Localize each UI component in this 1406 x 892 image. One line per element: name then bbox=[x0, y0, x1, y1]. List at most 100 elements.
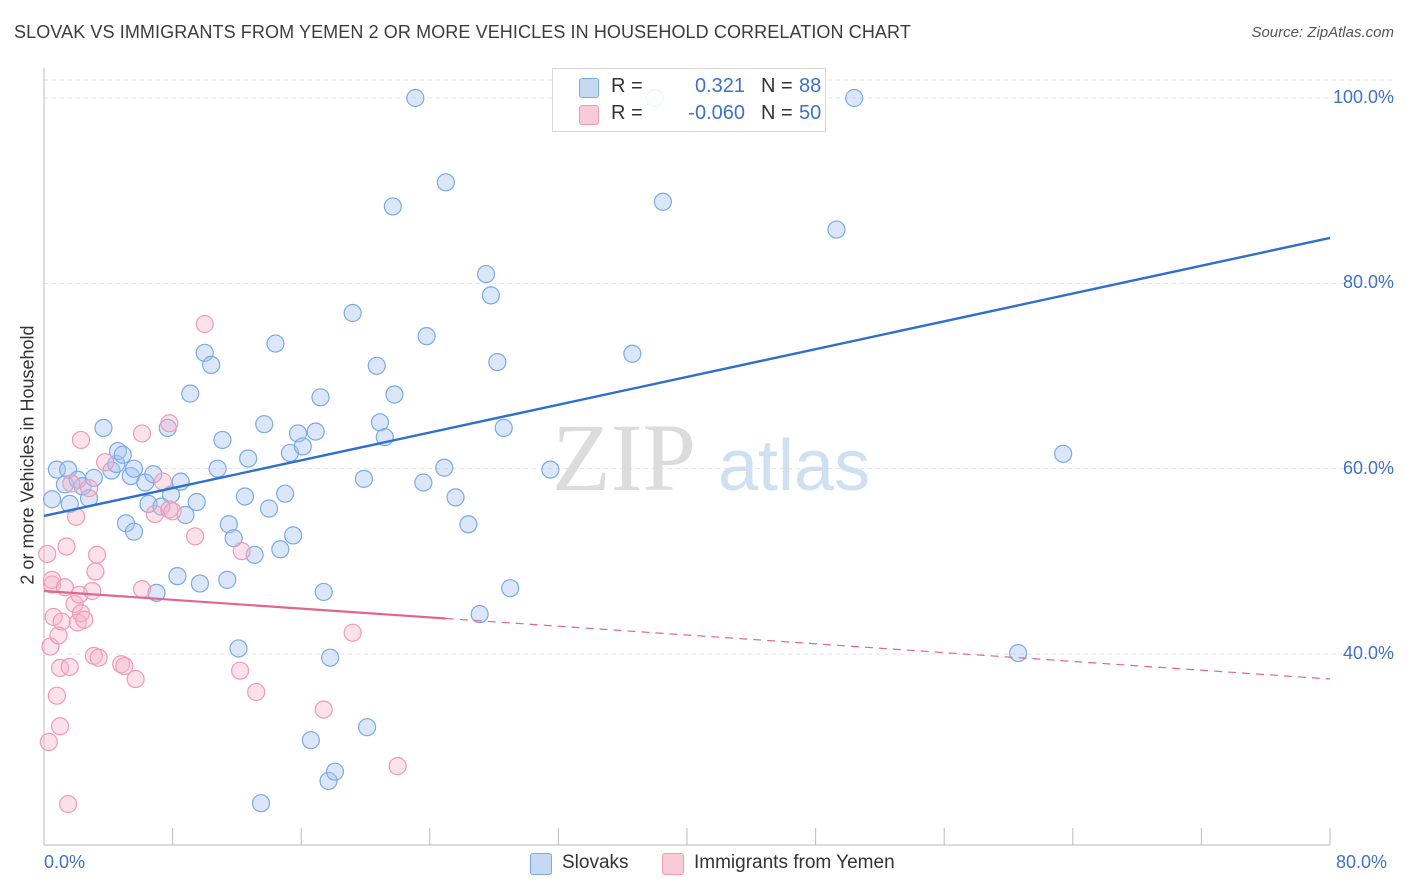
slovak-point bbox=[208, 459, 227, 478]
slovak-point bbox=[107, 454, 126, 474]
yemen-point bbox=[79, 479, 99, 498]
y-tick-label: 80.0% bbox=[1342, 272, 1394, 293]
legend-r-value: 0.321 bbox=[694, 75, 745, 97]
yemen-point bbox=[83, 581, 102, 601]
slovak-point bbox=[358, 718, 377, 737]
slovak-point bbox=[494, 418, 513, 437]
slovak-point bbox=[271, 540, 290, 559]
legend-label-yemen: Immigrants from Yemen bbox=[694, 852, 895, 873]
legend-swatch-yemen bbox=[662, 853, 684, 875]
slovak-point bbox=[1009, 643, 1028, 663]
legend-r-value: -0.060 bbox=[688, 102, 745, 124]
slovak-point bbox=[1054, 444, 1073, 463]
slovak-point bbox=[435, 458, 454, 477]
slovak-point bbox=[501, 579, 520, 598]
y-axis-title: 2 or more Vehicles in Household bbox=[17, 325, 38, 585]
source-label: Source: ZipAtlas.com bbox=[1251, 24, 1394, 41]
slovak-point bbox=[301, 731, 320, 750]
slovak-point bbox=[436, 173, 455, 192]
slovak-point bbox=[653, 192, 672, 211]
slovak-point bbox=[311, 388, 330, 407]
slovak-point bbox=[325, 762, 345, 781]
slovak-point bbox=[354, 469, 373, 488]
yemen-point bbox=[95, 453, 115, 472]
slovak-point bbox=[414, 473, 433, 492]
yemen-point bbox=[163, 502, 182, 521]
slovak-point bbox=[284, 526, 303, 545]
yemen-point bbox=[65, 594, 84, 614]
yemen-point bbox=[39, 732, 58, 752]
slovak-point bbox=[446, 488, 465, 507]
chart-title: SLOVAK VS IMMIGRANTS FROM YEMEN 2 OR MOR… bbox=[14, 22, 911, 42]
slovak-point bbox=[476, 264, 496, 284]
legend-r-label: R = bbox=[611, 102, 643, 124]
slovak-point bbox=[321, 648, 340, 667]
yemen-point bbox=[132, 424, 152, 443]
data-points bbox=[38, 88, 1073, 814]
legend-swatch-slovaks bbox=[530, 853, 552, 875]
slovak-point bbox=[541, 460, 560, 479]
yemen-point bbox=[145, 504, 165, 524]
slovak-point bbox=[94, 418, 113, 437]
yemen-point bbox=[343, 623, 362, 642]
legend-n-label: N = bbox=[761, 75, 793, 97]
slovak-point bbox=[190, 574, 210, 593]
slovak-point bbox=[181, 384, 200, 403]
slovak-point bbox=[266, 334, 285, 353]
legend-n-label: N = bbox=[761, 102, 793, 124]
yemen-point bbox=[126, 669, 145, 689]
slovak-point bbox=[255, 415, 274, 434]
slovak-point bbox=[367, 356, 386, 375]
x-tick-label: 0.0% bbox=[44, 852, 86, 872]
slovak-point bbox=[224, 529, 243, 548]
y-tick-label: 100.0% bbox=[1332, 87, 1394, 107]
y-tick-label: 60.0% bbox=[1342, 457, 1394, 478]
slovak-point bbox=[229, 639, 248, 658]
yemen-point bbox=[186, 527, 205, 546]
watermark: ZIP atlas bbox=[552, 404, 870, 511]
slovak-point bbox=[213, 430, 232, 450]
slovak-point bbox=[235, 487, 255, 506]
yemen-point bbox=[115, 656, 134, 676]
slovak-point bbox=[259, 499, 279, 518]
slovak-point bbox=[187, 492, 206, 512]
slovak-point bbox=[406, 88, 425, 108]
slovak-point bbox=[168, 567, 187, 586]
slovak-point bbox=[202, 355, 221, 374]
yemen-point bbox=[388, 757, 407, 776]
stats-legend: R = 0.321 N = 88 R = -0.060 N = 50 bbox=[552, 68, 826, 132]
legend-swatch-yemen bbox=[579, 105, 599, 125]
slovak-point bbox=[845, 88, 864, 108]
slovak-point bbox=[293, 437, 312, 456]
yemen-point bbox=[247, 682, 266, 702]
slovak-point bbox=[481, 286, 500, 305]
yemen-point bbox=[160, 414, 179, 433]
yemen-point bbox=[59, 795, 78, 814]
yemen-point bbox=[112, 655, 131, 674]
yemen-point bbox=[89, 648, 108, 667]
slovak-point bbox=[239, 449, 258, 468]
slovak-point bbox=[276, 484, 295, 503]
slovak-point bbox=[124, 522, 144, 541]
slovak-point bbox=[488, 353, 507, 372]
slovak-point bbox=[219, 515, 238, 534]
x-tick-label: 80.0% bbox=[1336, 852, 1388, 872]
y-tick-label: 40.0% bbox=[1342, 643, 1394, 663]
slovak-point bbox=[147, 583, 166, 602]
yemen-point bbox=[87, 545, 107, 564]
yemen-point bbox=[60, 657, 79, 677]
yemen-point bbox=[231, 661, 250, 680]
watermark-zip: ZIP bbox=[552, 404, 696, 511]
trend-line-0 bbox=[43, 236, 1331, 518]
slovak-point bbox=[251, 794, 271, 813]
slovak-point bbox=[124, 459, 144, 478]
slovak-point bbox=[306, 422, 325, 441]
yemen-point bbox=[49, 626, 68, 645]
slovak-point bbox=[459, 515, 478, 534]
slovak-point bbox=[84, 468, 103, 488]
slovak-point bbox=[343, 303, 362, 323]
axes bbox=[43, 68, 1331, 846]
slovak-point bbox=[417, 327, 436, 346]
yemen-point bbox=[195, 315, 214, 334]
